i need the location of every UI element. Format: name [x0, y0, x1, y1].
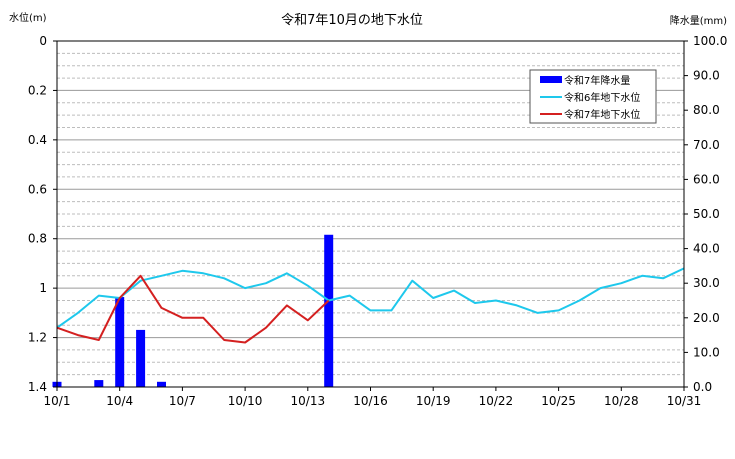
right-tick-label: 20.0 [693, 311, 720, 325]
x-tick-label: 10/19 [416, 394, 451, 408]
left-tick-label: 0.2 [28, 83, 47, 97]
x-tick-label: 10/31 [667, 394, 702, 408]
right-tick-label: 0.0 [693, 380, 712, 394]
right-tick-label: 50.0 [693, 207, 720, 221]
right-tick-label: 70.0 [693, 138, 720, 152]
legend-label: 令和7年降水量 [564, 74, 630, 87]
left-tick-label: 0 [39, 34, 47, 48]
right-tick-label: 60.0 [693, 172, 720, 186]
r7-groundwater-line [56, 274, 330, 344]
left-axis-label: 水位(m) [9, 11, 47, 24]
precip-bar [94, 380, 104, 387]
left-tick-label: 1.4 [28, 380, 47, 394]
r6-groundwater-line [56, 267, 685, 329]
right-tick-label: 10.0 [693, 345, 720, 359]
legend-label: 令和7年地下水位 [564, 108, 640, 121]
x-tick-label: 10/16 [353, 394, 388, 408]
x-tick-label: 10/4 [106, 394, 133, 408]
x-tick-label: 10/7 [169, 394, 196, 408]
right-tick-label: 40.0 [693, 242, 720, 256]
left-tick-label: 0.6 [28, 182, 47, 196]
precip-bar [157, 381, 166, 387]
bar-series [52, 234, 334, 387]
left-tick-label: 1.2 [28, 331, 47, 345]
left-tick-label: 0.8 [28, 232, 47, 246]
precip-bar [115, 297, 125, 387]
legend-swatch-bar [540, 76, 562, 83]
right-tick-label: 90.0 [693, 69, 720, 83]
precip-bar [324, 234, 334, 387]
x-tick-label: 10/10 [228, 394, 263, 408]
left-tick-label: 0.4 [28, 133, 47, 147]
precip-bar [136, 329, 146, 387]
legend-label: 令和6年地下水位 [564, 91, 640, 104]
left-tick-label: 1 [39, 281, 47, 295]
right-tick-label: 30.0 [693, 276, 720, 290]
axes: 0 0.2 0.4 0.6 0.8 1 1.2 1.4 0.0 10.0 20.0 30.0 40.0 5… [28, 34, 727, 408]
x-tick-label: 10/28 [604, 394, 639, 408]
x-tick-label: 10/13 [291, 394, 326, 408]
x-tick-label: 10/1 [44, 394, 71, 408]
right-tick-label: 100.0 [693, 34, 727, 48]
x-tick-label: 10/22 [479, 394, 514, 408]
chart-title: 令和7年10月の地下水位 [281, 13, 423, 28]
x-tick-label: 10/25 [541, 394, 576, 408]
line-series [56, 267, 685, 344]
right-axis-label: 降水量(mm) [670, 14, 727, 27]
right-tick-label: 80.0 [693, 103, 720, 117]
